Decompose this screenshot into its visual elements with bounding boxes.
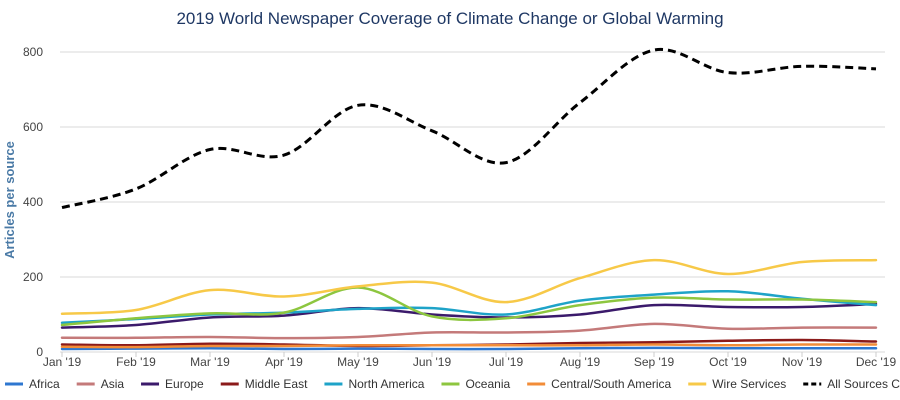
x-tick-label: Sep '19 [634,355,675,369]
y-axis-title: Articles per source [2,141,17,259]
x-tick-label: Dec '19 [856,355,897,369]
x-tick-label: Aug '19 [560,355,601,369]
legend-label: All Sources Combined [827,377,900,391]
legend-label: Asia [101,377,125,391]
series-line-asia [60,322,878,340]
legend-label: Central/South America [551,377,671,391]
legend-item-central-south-america[interactable]: Central/South America [527,377,672,391]
series-line-central-south-america [60,343,878,349]
series-line-africa [60,346,878,351]
legend-item-oceania[interactable]: Oceania [441,377,510,391]
legend-item-north-america[interactable]: North America [324,377,425,391]
y-tick-label: 0 [36,345,43,359]
legend-item-all-sources-combined[interactable]: All Sources Combined [803,377,900,391]
x-tick-label: Nov '19 [782,355,823,369]
y-tick-label: 400 [23,195,43,209]
series-line-wire-services [60,258,878,316]
series-line-oceania [60,286,878,327]
x-tick-label: Mar '19 [190,355,230,369]
x-tick-label: Apr '19 [265,355,303,369]
gridlines [60,51,885,353]
y-tick-label: 600 [23,120,43,134]
legend-item-africa[interactable]: Africa [5,377,60,391]
y-tick-label: 800 [23,45,43,59]
legend-item-asia[interactable]: Asia [76,377,125,391]
legend-label: Wire Services [712,377,786,391]
legend-item-wire-services[interactable]: Wire Services [688,377,786,391]
x-tick-label: May '19 [337,355,379,369]
legend-label: Oceania [465,377,510,391]
y-tick-label: 200 [23,270,43,284]
x-tick-label: Feb '19 [116,355,156,369]
x-tick-label: Oct '19 [709,355,747,369]
y-axis-ticks: 0 200 400 600 800 [23,45,43,359]
legend-item-middle-east[interactable]: Middle East [220,377,308,391]
x-tick-label: Jan '19 [43,355,82,369]
series-line-all-sources-combined [61,47,877,210]
series-line-europe [60,302,878,329]
x-tick-label: Jun '19 [413,355,452,369]
legend-label: Europe [165,377,204,391]
legend-label: Middle East [245,377,308,391]
legend-item-europe[interactable]: Europe [141,377,204,391]
series-lines [60,47,878,351]
legend-label: Africa [29,377,60,391]
x-tick-label: Jul '19 [489,355,524,369]
legend-label: North America [348,377,424,391]
x-axis-ticks: Jan '19 Feb '19 Mar '19 Apr '19 May '19 Jun '… [43,352,897,369]
legend: Africa Asia Europe Middle East North America… [5,377,900,391]
chart-title: 2019 World Newspaper Coverage of Climate… [176,9,723,28]
